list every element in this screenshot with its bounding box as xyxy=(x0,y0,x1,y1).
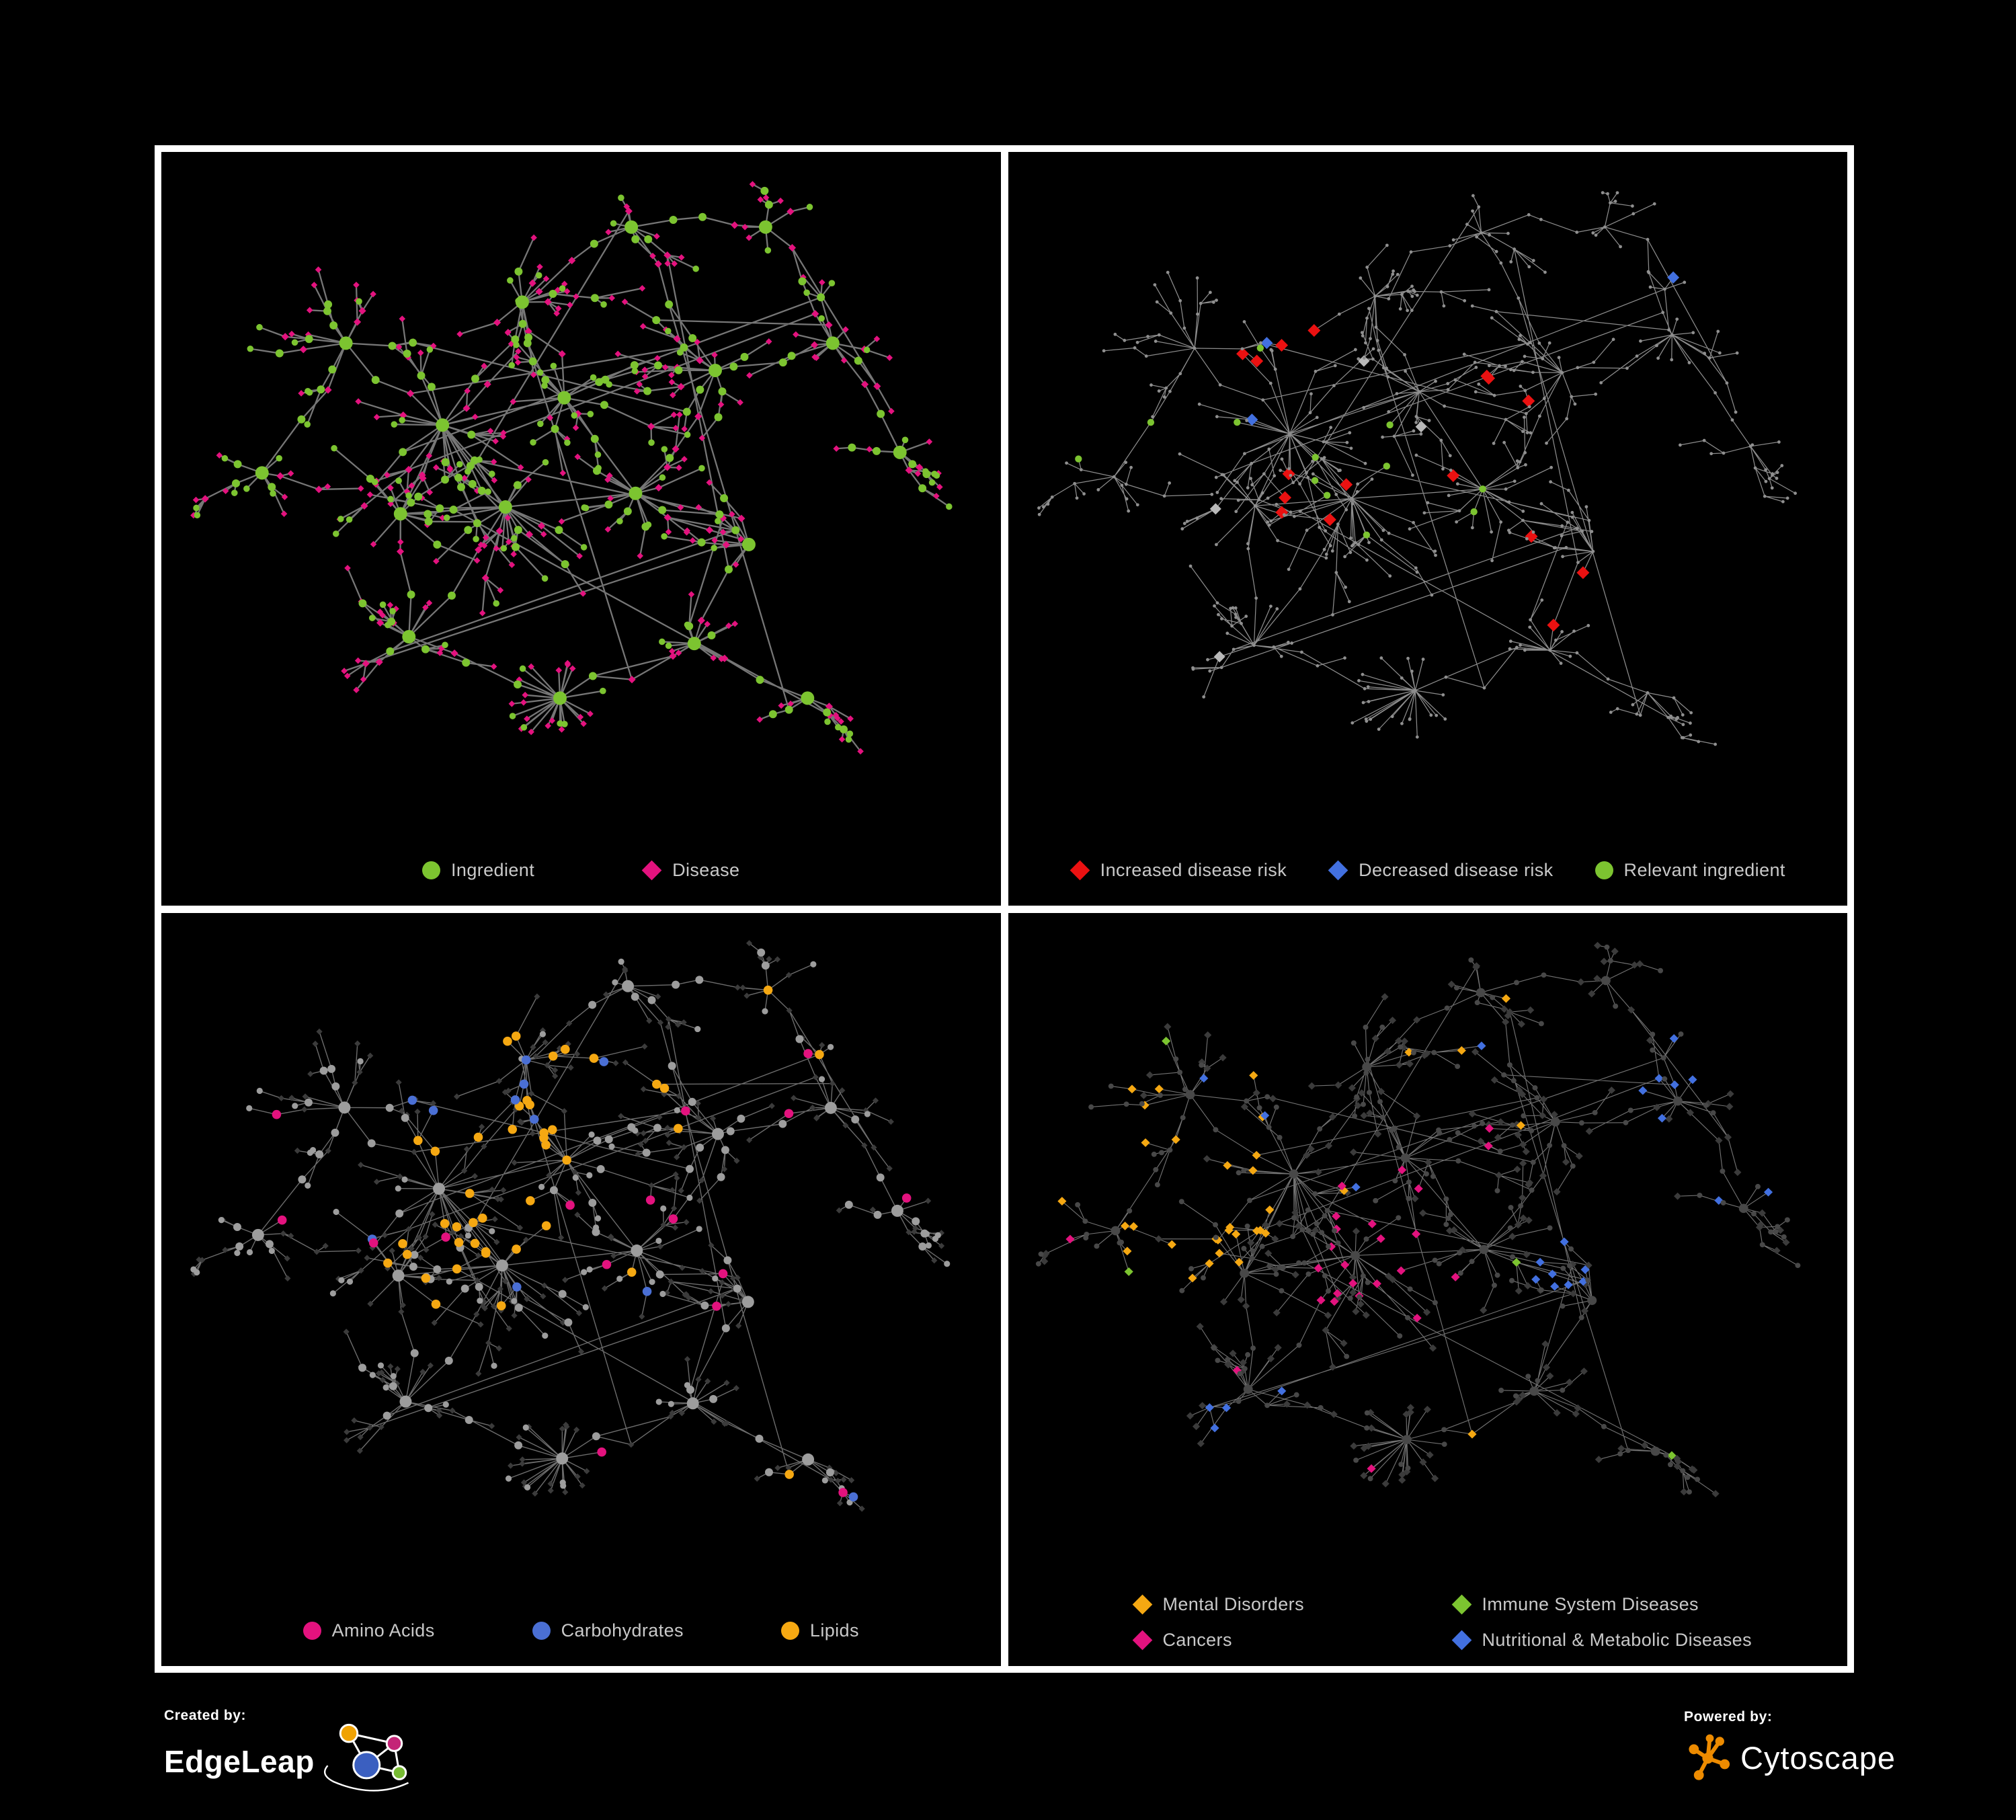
legend-label: Cancers xyxy=(1162,1630,1232,1650)
legend-diamond-marker xyxy=(1132,1594,1152,1615)
legend-diamond-marker xyxy=(641,860,662,880)
panel-disease-risk: Increased disease risk Decreased disease … xyxy=(1008,152,1848,906)
legend-label: Relevant ingredient xyxy=(1623,859,1785,880)
legend-diamond-marker xyxy=(1451,1594,1471,1615)
legend-item: Relevant ingredient xyxy=(1595,860,1785,881)
legend-item: Nutritional & Metabolic Diseases xyxy=(1451,1630,1752,1651)
legend-item: Mental Disorders xyxy=(1132,1594,1392,1615)
edgeleap-credit: Created by: EdgeLeap xyxy=(164,1708,419,1796)
cytoscape-wordmark: Cytoscape xyxy=(1740,1739,1896,1776)
legend-item: Lipids xyxy=(780,1620,859,1641)
panel-disease-categories: Mental Disorders Immune System Diseases Ca… xyxy=(1008,912,1848,1666)
ingredient-disease-network-canvas xyxy=(190,181,953,755)
edgeleap-wordmark: EdgeLeap xyxy=(164,1744,315,1779)
disease-category-network-canvas xyxy=(1035,941,1800,1497)
legend-item: Increased disease risk xyxy=(1070,860,1287,881)
legend-diamond-marker xyxy=(1070,860,1090,880)
legend-circle-marker xyxy=(422,861,441,879)
legend-label: Carbohydrates xyxy=(561,1620,684,1640)
figure-grid: Ingredient Disease Increased disease risk… xyxy=(155,145,1854,1673)
legend-item: Amino Acids xyxy=(303,1620,435,1641)
legend-item: Cancers xyxy=(1132,1630,1392,1651)
legend-label: Mental Disorders xyxy=(1162,1594,1304,1614)
legend-circle-marker xyxy=(303,1622,321,1640)
created-by-label: Created by: xyxy=(164,1708,247,1723)
legend-diamond-marker xyxy=(1451,1630,1471,1651)
legend-label: Ingredient xyxy=(451,859,535,880)
legend-item: Carbohydrates xyxy=(532,1620,684,1641)
legend-circle-marker xyxy=(780,1622,799,1640)
disease-category-legend: Mental Disorders Immune System Diseases Ca… xyxy=(1008,1579,1848,1666)
panel-nutrient-classes: Amino Acids Carbohydrates Lipids xyxy=(161,912,1001,1666)
legend-item: Disease xyxy=(641,859,740,881)
cytoscape-credit: Powered by: Cytoscape xyxy=(1684,1709,1896,1786)
legend-label: Decreased disease risk xyxy=(1359,859,1554,880)
legend-diamond-marker xyxy=(1328,860,1348,880)
legend-label: Amino Acids xyxy=(331,1620,435,1640)
nutrient-class-network-canvas xyxy=(190,939,951,1512)
legend-diamond-marker xyxy=(1132,1630,1152,1651)
ingredient-disease-legend: Ingredient Disease xyxy=(161,835,1001,906)
legend-circle-marker xyxy=(532,1622,551,1640)
edgeleap-logo-icon xyxy=(323,1723,409,1792)
cytoscape-logo-icon xyxy=(1689,1734,1730,1780)
disease-risk-legend: Increased disease risk Decreased disease … xyxy=(1008,835,1848,906)
legend-item: Ingredient xyxy=(422,860,534,881)
legend-item: Immune System Diseases xyxy=(1451,1594,1752,1615)
legend-circle-marker xyxy=(1595,861,1613,879)
legend-label: Nutritional & Metabolic Diseases xyxy=(1482,1630,1752,1650)
powered-by-label: Powered by: xyxy=(1684,1709,1773,1725)
legend-label: Lipids xyxy=(809,1620,859,1640)
disease-risk-network-canvas xyxy=(1037,191,1797,746)
legend-label: Disease xyxy=(672,859,740,880)
legend-label: Immune System Diseases xyxy=(1482,1594,1699,1614)
legend-item: Decreased disease risk xyxy=(1328,860,1553,881)
nutrient-class-legend: Amino Acids Carbohydrates Lipids xyxy=(161,1595,1001,1666)
legend-label: Increased disease risk xyxy=(1100,859,1287,880)
panel-ingredient-disease: Ingredient Disease xyxy=(161,152,1001,906)
